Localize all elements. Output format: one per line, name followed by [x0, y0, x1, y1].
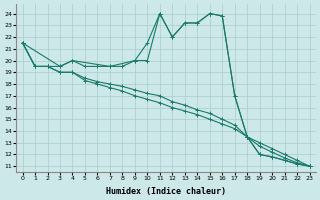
X-axis label: Humidex (Indice chaleur): Humidex (Indice chaleur) [106, 187, 226, 196]
